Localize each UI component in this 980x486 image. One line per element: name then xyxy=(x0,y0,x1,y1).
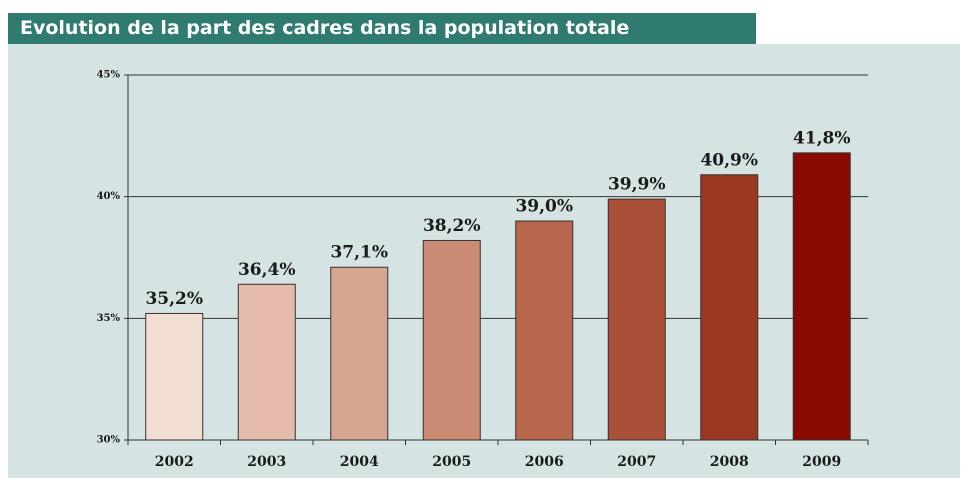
bar xyxy=(515,220,574,441)
x-tick-label: 2003 xyxy=(247,454,286,470)
data-label: 35,2% xyxy=(145,289,203,309)
data-label: 36,4% xyxy=(238,260,296,280)
data-label: 41,8% xyxy=(793,128,851,148)
bar xyxy=(422,239,481,441)
data-label: 39,0% xyxy=(515,197,573,217)
x-tick-label: 2005 xyxy=(432,454,471,470)
y-tick-label: 45% xyxy=(97,70,121,81)
bar xyxy=(145,312,204,441)
bar xyxy=(607,198,666,441)
y-tick-label: 35% xyxy=(97,313,121,324)
bar xyxy=(330,266,389,441)
x-tick-label: 2008 xyxy=(710,454,749,470)
data-label: 37,1% xyxy=(330,243,388,263)
data-label: 38,2% xyxy=(423,216,481,236)
y-tick-label: 30% xyxy=(97,435,121,446)
bar xyxy=(700,174,759,441)
data-label: 39,9% xyxy=(608,175,666,195)
data-label: 40,9% xyxy=(700,150,758,170)
x-tick-label: 2004 xyxy=(340,454,379,470)
chart-title: Evolution de la part des cadres dans la … xyxy=(8,13,756,44)
y-tick-label: 40% xyxy=(97,191,121,202)
bar xyxy=(237,283,296,441)
bar xyxy=(792,152,851,441)
x-tick-label: 2002 xyxy=(155,454,194,470)
x-tick-label: 2009 xyxy=(802,454,841,470)
x-tick-label: 2007 xyxy=(617,454,656,470)
x-tick-label: 2006 xyxy=(525,454,564,470)
